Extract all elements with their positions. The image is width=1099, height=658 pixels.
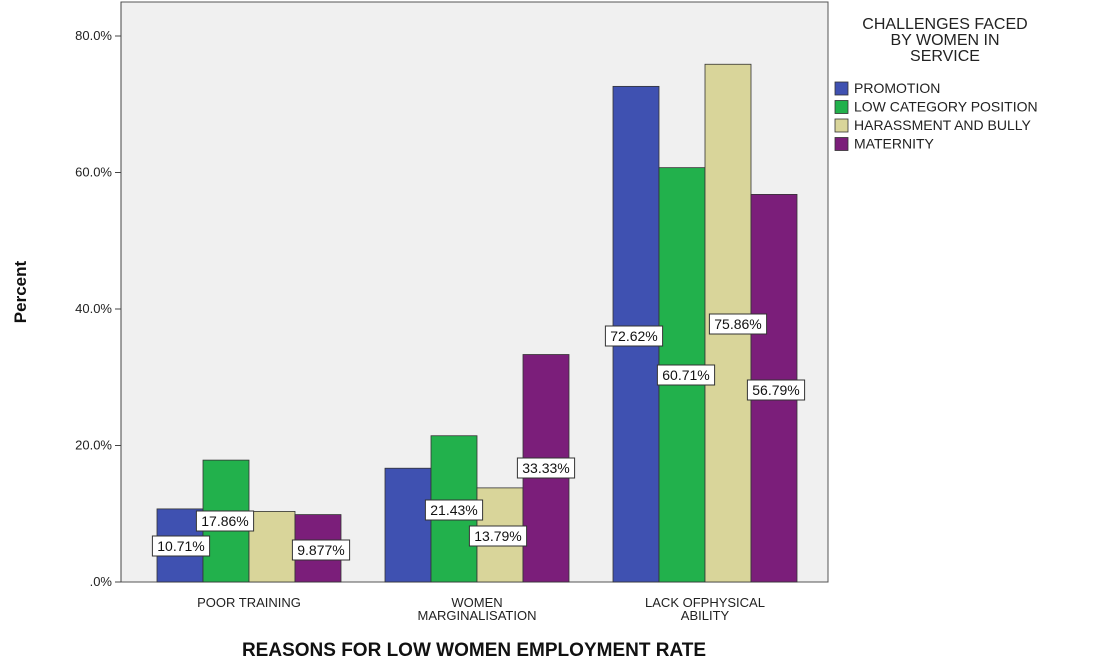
data-label: 9.877% [291,539,351,561]
legend-label: MATERNITY [854,136,935,152]
data-label-box [746,379,806,401]
x-tick-label: LACK OFPHYSICAL [645,595,765,610]
data-label-text: 13.79% [474,528,521,544]
data-label-box [151,535,211,557]
y-tick-label: 40.0% [75,301,112,316]
data-label: 75.86% [708,313,768,335]
data-label: 72.62% [604,325,664,347]
y-tick-label: 20.0% [75,438,112,453]
data-label-box [291,539,351,561]
legend-label: HARASSMENT AND BULLY [854,117,1032,133]
x-tick-label: MARGINALISATION [418,608,537,623]
x-tick-label: ABILITY [681,608,730,623]
data-label: 10.71% [151,535,211,557]
data-label-box [656,364,716,386]
y-tick-label: .0% [90,574,113,589]
data-labels-layer: 10.71% 72.62% 17.86% 21.43% 60.71% 13.79% 75.8… [151,313,806,561]
data-label: 56.79% [746,379,806,401]
legend-swatch [834,118,849,133]
bar-promotion [384,467,432,583]
data-label-box [195,510,255,532]
data-label-text: 72.62% [610,328,657,344]
data-label: 33.33% [516,457,576,479]
data-label-text: 56.79% [752,382,799,398]
legend-title: SERVICE [910,48,980,65]
legend-swatch [834,81,849,96]
data-label-text: 9.877% [297,542,344,558]
legend-title: BY WOMEN IN [890,32,999,49]
data-label-text: 21.43% [430,502,477,518]
data-label-text: 10.71% [157,538,204,554]
legend-label: LOW CATEGORY POSITION [854,99,1038,115]
data-label-box [604,325,664,347]
data-label: 21.43% [424,499,484,521]
legend-swatch [834,100,849,114]
bar-harassment-and-bully [248,511,296,583]
data-label: 17.86% [195,510,255,532]
x-tick-label: POOR TRAINING [197,595,301,610]
data-label: 60.71% [656,364,716,386]
legend-title: CHALLENGES FACED [862,16,1027,33]
y-tick-label: 60.0% [75,165,112,180]
data-label-box [468,525,528,547]
legend-swatch [834,137,849,151]
y-axis-title: Percent [11,260,30,323]
data-label-box [708,313,768,335]
data-label-box [516,457,576,479]
x-tick-label: WOMEN [451,595,502,610]
data-label-text: 60.71% [662,367,709,383]
data-label: 13.79% [468,525,528,547]
y-tick-label: 80.0% [75,28,112,43]
data-label-box [424,499,484,521]
x-axis-title: REASONS FOR LOW WOMEN EMPLOYMENT RATE [242,640,706,658]
data-label-text: 33.33% [522,460,569,476]
legend-label: PROMOTION [854,80,940,96]
data-label-text: 17.86% [201,513,248,529]
data-label-text: 75.86% [714,316,761,332]
axes-layer: .0% 20.0% 40.0% 60.0% 80.0% POOR TRAINING WOME… [75,2,765,623]
